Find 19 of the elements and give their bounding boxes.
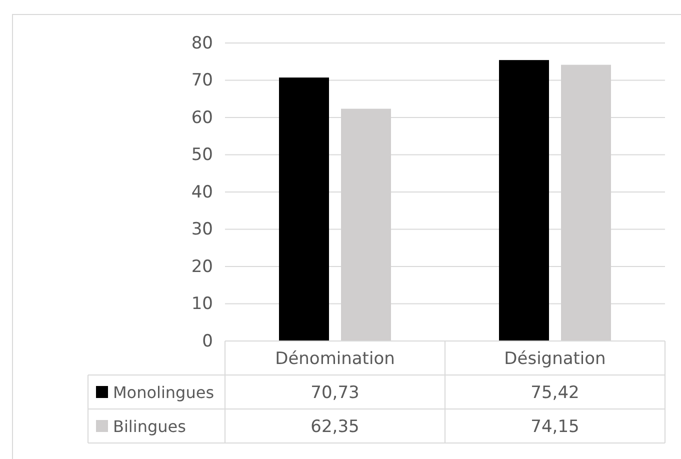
y-tick-label: 40 [191, 182, 213, 202]
x-tick-label: Désignation [504, 349, 606, 369]
bar [499, 60, 549, 341]
y-tick-label: 60 [191, 108, 213, 128]
y-tick-label: 10 [191, 294, 213, 314]
legend-label: Bilingues [113, 417, 186, 436]
y-tick-label: 80 [191, 33, 213, 54]
bar [279, 78, 329, 341]
y-tick-label: 30 [191, 220, 213, 240]
data-label: 74,15 [530, 417, 580, 437]
legend-label: Monolingues [113, 383, 214, 402]
data-label: 62,35 [310, 417, 360, 437]
y-tick-label: 20 [191, 256, 213, 277]
y-tick-label: 50 [191, 145, 213, 166]
data-label: 70,73 [310, 383, 360, 403]
y-tick-label: 70 [191, 70, 213, 91]
y-tick-label: 0 [202, 331, 213, 352]
x-tick-label: Dénomination [275, 349, 395, 369]
data-label: 75,42 [530, 383, 580, 403]
